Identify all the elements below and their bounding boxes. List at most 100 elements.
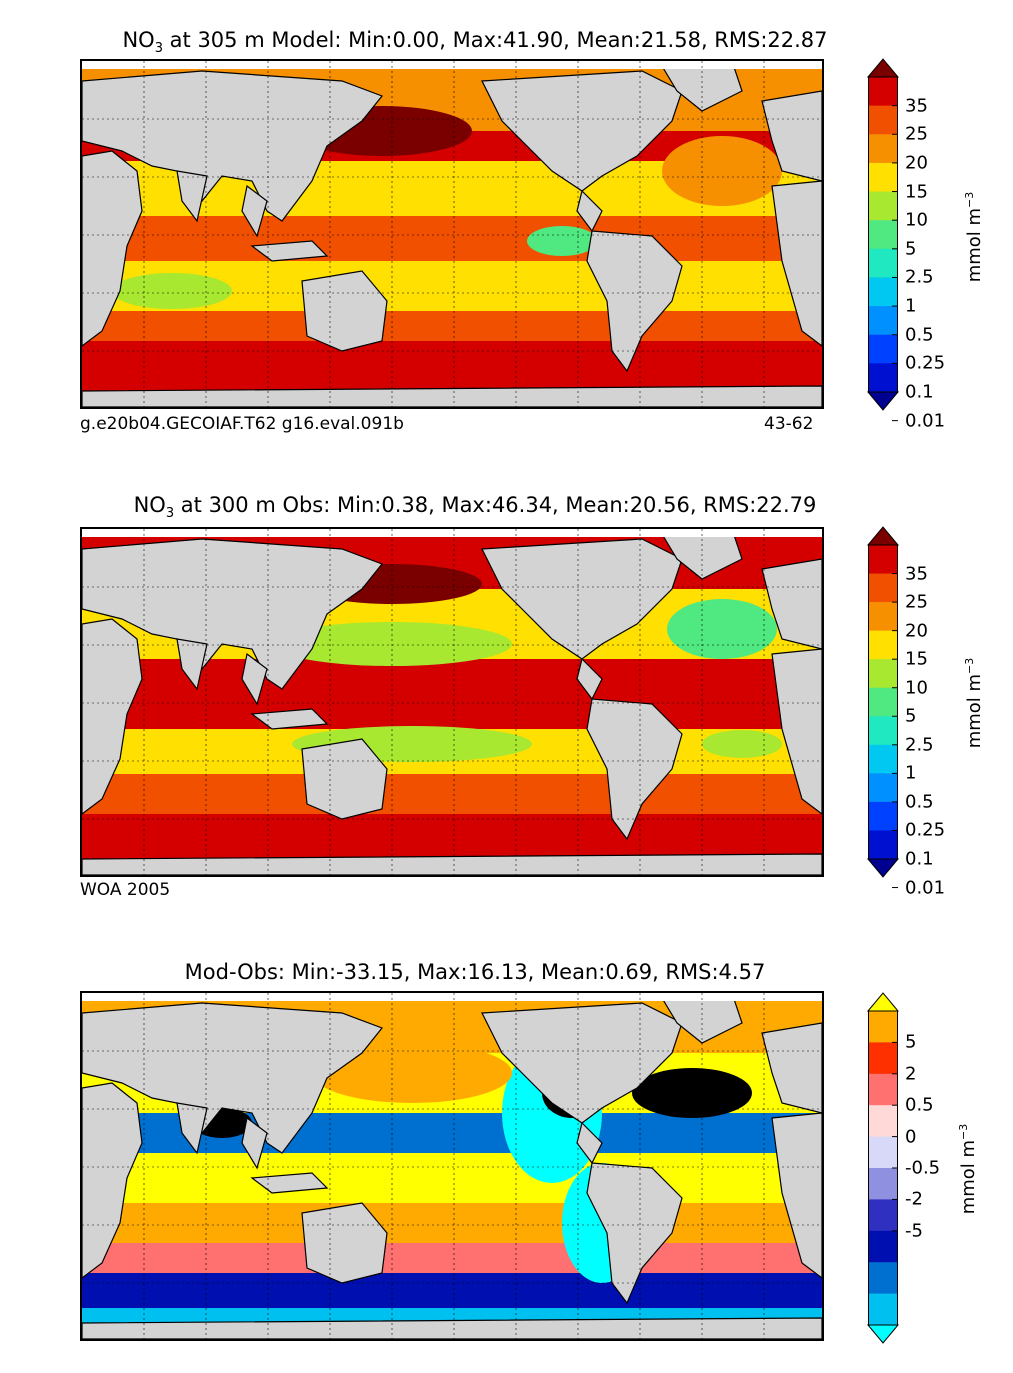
colorbar-segment bbox=[868, 105, 898, 135]
field-band bbox=[82, 216, 822, 261]
colorbar-tick-label: 5 bbox=[905, 238, 917, 260]
land-mass bbox=[586, 1162, 683, 1305]
model-map bbox=[80, 59, 824, 409]
colorbar-tick-label: 0 bbox=[905, 1126, 917, 1148]
land-mass bbox=[82, 853, 822, 875]
colorbar-segment bbox=[868, 773, 898, 803]
colorbar-segment bbox=[868, 687, 898, 717]
colorbar-tick-label: -2 bbox=[905, 1188, 923, 1210]
land-mass bbox=[176, 638, 208, 691]
colorbar-tick-label: 20 bbox=[905, 152, 928, 174]
obs-map bbox=[80, 527, 824, 877]
difference-map bbox=[80, 991, 824, 1341]
field-band bbox=[82, 1273, 822, 1308]
colorbar-segment bbox=[868, 162, 898, 193]
colorbar-extend-top bbox=[866, 992, 900, 1012]
field-band bbox=[82, 341, 822, 391]
land-mass bbox=[761, 90, 822, 182]
land-mass bbox=[241, 1116, 268, 1170]
land-mass bbox=[301, 1202, 388, 1284]
colorbar-segment bbox=[868, 630, 898, 660]
colorbar-tick-label: 0.5 bbox=[905, 791, 934, 813]
field-contour bbox=[282, 166, 542, 216]
colorbar-tick-label: 0.25 bbox=[905, 352, 946, 374]
colorbar-extend-bottom bbox=[866, 1324, 900, 1344]
colorbar-tick-label: 10 bbox=[905, 677, 928, 699]
field-band bbox=[82, 1153, 822, 1203]
land-mass bbox=[481, 70, 683, 192]
colorbar-segment bbox=[868, 1105, 898, 1138]
colorbar-tick-label: 0.25 bbox=[905, 819, 946, 841]
colorbar-segment bbox=[868, 602, 898, 632]
land-mass bbox=[241, 652, 268, 706]
land-mass bbox=[761, 1022, 822, 1114]
colorbar-tick-label: 0.1 bbox=[905, 381, 934, 403]
land-mass bbox=[301, 738, 388, 820]
colorbar-tick-label: 25 bbox=[905, 591, 928, 613]
colorbar-segment bbox=[868, 363, 898, 393]
field-band bbox=[82, 774, 822, 814]
panel1-caption-right: 43-62 bbox=[764, 414, 814, 434]
colorbar-tick-label: 2 bbox=[905, 1063, 917, 1085]
panel1-caption-left: g.e20b04.GECOIAF.T62 g16.eval.091b bbox=[80, 414, 404, 434]
no-data-region bbox=[82, 993, 822, 1001]
no-data-region bbox=[82, 529, 822, 537]
colorbar-tick-label: 5 bbox=[905, 705, 917, 727]
colorbar-extend-top bbox=[866, 526, 900, 546]
field-contour bbox=[527, 226, 597, 256]
colorbar-segment bbox=[868, 1073, 898, 1106]
colorbar-tick-label: 35 bbox=[905, 95, 928, 117]
colorbar-segment bbox=[868, 306, 898, 336]
land-mass bbox=[176, 1102, 208, 1155]
colorbar-segment bbox=[868, 277, 898, 307]
land-mass bbox=[250, 240, 329, 262]
colorbar-tick-label: 2.5 bbox=[905, 266, 934, 288]
panel3-colorbar-unit: mmol m−3 bbox=[957, 1123, 979, 1215]
colorbar-segment bbox=[868, 1199, 898, 1232]
colorbar-tick-label: 0.5 bbox=[905, 324, 934, 346]
land-mass bbox=[82, 1002, 383, 1154]
land-mass bbox=[82, 618, 143, 815]
colorbar-tick-label: -0.5 bbox=[905, 1157, 941, 1179]
land-mass bbox=[82, 538, 383, 690]
land-mass bbox=[771, 180, 822, 347]
colorbar-segment bbox=[868, 191, 898, 221]
colorbar-extend-bottom bbox=[866, 858, 900, 878]
panel3-colorbar bbox=[866, 992, 900, 1344]
land-mass bbox=[771, 648, 822, 815]
land-mass bbox=[241, 184, 268, 238]
colorbar-segment bbox=[868, 248, 898, 278]
panel2-colorbar bbox=[866, 526, 900, 889]
land-mass bbox=[761, 558, 822, 650]
colorbar-segment bbox=[868, 77, 898, 107]
colorbar-segment bbox=[868, 1230, 898, 1263]
panel1-colorbar-unit: mmol m−3 bbox=[963, 191, 985, 283]
panel1-title: NO3 at 305 m Model: Min:0.00, Max:41.90,… bbox=[122, 28, 828, 57]
colorbar-tick-label: 1 bbox=[905, 295, 917, 317]
land-mass bbox=[481, 1002, 683, 1124]
land-mass bbox=[250, 708, 329, 730]
panel2-title: NO3 at 300 m Obs: Min:0.38, Max:46.34, M… bbox=[133, 493, 817, 522]
colorbar-tick-label: 5 bbox=[905, 1031, 917, 1053]
land-mass bbox=[82, 70, 383, 222]
colorbar-segment bbox=[868, 830, 898, 860]
colorbar-segment bbox=[868, 1293, 898, 1326]
colorbar-segment bbox=[868, 1011, 898, 1043]
colorbar-segment bbox=[868, 220, 898, 250]
field-band bbox=[82, 311, 822, 341]
colorbar-segment bbox=[868, 134, 898, 164]
colorbar-tick-label: 25 bbox=[905, 123, 928, 145]
field-contour bbox=[632, 1068, 752, 1118]
colorbar-tick-label: 0.01 bbox=[905, 877, 946, 899]
land-mass bbox=[82, 1082, 143, 1279]
colorbar-segment bbox=[868, 744, 898, 774]
field-band bbox=[82, 1243, 822, 1273]
colorbar-segment bbox=[868, 716, 898, 746]
colorbar-tick-label: 2.5 bbox=[905, 734, 934, 756]
colorbar-segment bbox=[868, 334, 898, 364]
no-data-region bbox=[82, 61, 822, 69]
colorbar-tick-label: 15 bbox=[905, 181, 928, 203]
land-mass bbox=[301, 270, 388, 352]
land-mass bbox=[586, 230, 683, 373]
colorbar-segment bbox=[868, 1136, 898, 1169]
